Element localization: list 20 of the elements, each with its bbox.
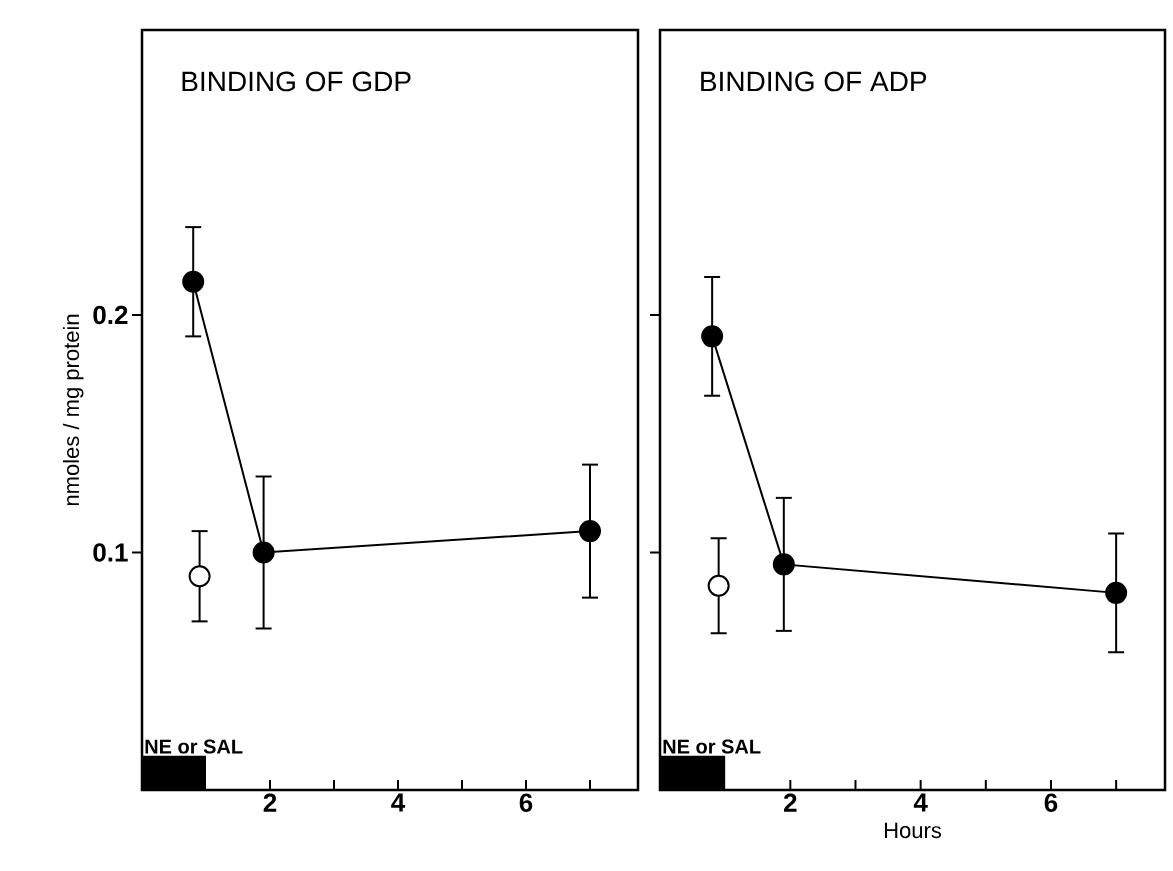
- point: [701, 325, 724, 348]
- text: BINDING OF GDP: [182, 71, 411, 92]
- x-tick-label: 6: [1044, 793, 1058, 812]
- x-tick-label: 2: [263, 793, 277, 812]
- y-axis-title: nmoles / mg protein: [62, 314, 84, 506]
- x-axis-title: Hours: [884, 822, 942, 839]
- point: [252, 541, 275, 564]
- point: [1105, 581, 1128, 604]
- point: [579, 520, 602, 543]
- y-tick-label: 0.1: [93, 543, 128, 562]
- x-tick-label: 4: [913, 793, 928, 812]
- band-label: NE or SAL: [145, 739, 243, 754]
- x-tick-label: 2: [783, 793, 797, 812]
- point: [772, 553, 795, 576]
- text: BINDING OF ADP: [701, 71, 927, 92]
- band-label: NE or SAL: [663, 739, 761, 754]
- y-tick-label: 0.2: [93, 305, 128, 325]
- x-tick-label: 6: [519, 793, 533, 812]
- point: [182, 270, 205, 293]
- x-tick-label: 4: [391, 793, 406, 812]
